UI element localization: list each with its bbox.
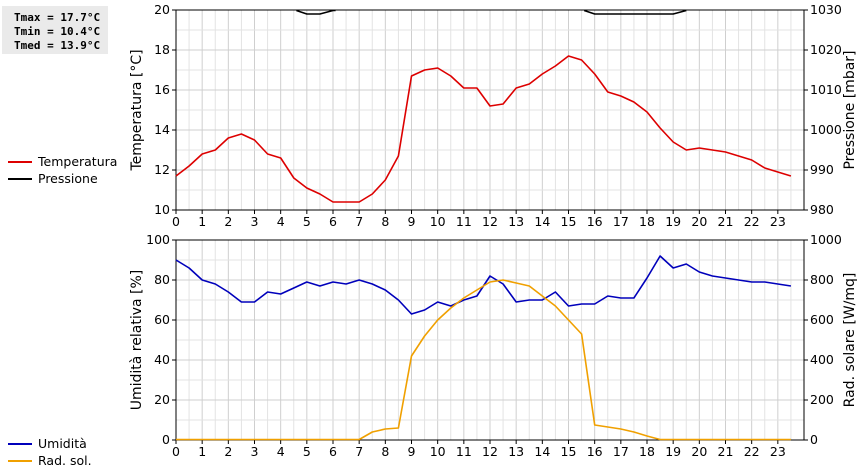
panel0-y2tick-label: 990 [810, 162, 834, 177]
panel0-xtick-label: 1 [198, 214, 206, 229]
legend-label-temperatura: Temperatura [38, 154, 118, 169]
panel0-xtick-label: 22 [744, 214, 760, 229]
panel0-ytick-label: 10 [154, 202, 170, 217]
panel1-y2tick-label: 400 [810, 352, 834, 367]
panel1-xtick-label: 6 [329, 444, 337, 459]
panel0-xtick-label: 0 [172, 214, 180, 229]
panel0-y2tick-label: 980 [810, 202, 834, 217]
tmax-label: Tmax = 17.7°C [14, 11, 101, 24]
panel0-xtick-label: 6 [329, 214, 337, 229]
panel0-xtick-label: 18 [639, 214, 655, 229]
panel1-ytick-label: 20 [154, 392, 170, 407]
panel1-xtick-label: 11 [456, 444, 472, 459]
panel0-ytick-label: 12 [154, 162, 170, 177]
panel0-y2label: Pressione [mbar] [842, 50, 858, 169]
series-rad-sol-line [176, 279, 791, 441]
panel1-y2tick-label: 200 [810, 392, 834, 407]
panel1-xtick-label: 1 [198, 444, 206, 459]
panel0-xtick-label: 16 [587, 214, 603, 229]
panel0-y2tick-label: 1000 [810, 122, 842, 137]
panel0-xtick-label: 20 [691, 214, 707, 229]
legend-swatch-umidita [8, 443, 32, 445]
panel1-xtick-label: 10 [430, 444, 446, 459]
panel1-ytick-label: 60 [154, 312, 170, 327]
legend-label-umidita: Umidità [38, 436, 87, 451]
panel1-xtick-label: 16 [587, 444, 603, 459]
panel0-ytick-label: 20 [154, 2, 170, 17]
panel1-xtick-label: 23 [770, 444, 786, 459]
panel1-xtick-label: 17 [613, 444, 629, 459]
panel0-xtick-label: 12 [482, 214, 498, 229]
panel0-xtick-label: 8 [381, 214, 389, 229]
panel1-ytick-label: 100 [146, 232, 170, 247]
panel1-xtick-label: 0 [172, 444, 180, 459]
panel1-ytick-label: 40 [154, 352, 170, 367]
panel1-y2tick-label: 1000 [810, 232, 842, 247]
panel1-xtick-label: 12 [482, 444, 498, 459]
panel1-xtick-label: 19 [665, 444, 681, 459]
panel1-xtick-label: 3 [251, 444, 259, 459]
panel1-xtick-label: 2 [224, 444, 232, 459]
tmin-label: Tmin = 10.4°C [14, 25, 101, 38]
legend-swatch-radsol [8, 460, 32, 462]
stats-box: Tmax = 17.7°C Tmin = 10.4°C Tmed = 13.9°… [2, 6, 108, 54]
panel0-ylabel: Temperatura [°C] [129, 49, 145, 171]
panel0-xtick-label: 7 [355, 214, 363, 229]
panel0-xtick-label: 13 [508, 214, 524, 229]
tmed-label: Tmed = 13.9°C [14, 39, 101, 52]
panel0-xtick-label: 23 [770, 214, 786, 229]
panel1-y2tick-label: 800 [810, 272, 834, 287]
panel1-xtick-label: 4 [277, 444, 285, 459]
panel1-xtick-label: 18 [639, 444, 655, 459]
panel0-ytick-label: 14 [154, 122, 170, 137]
panel1-xtick-label: 20 [691, 444, 707, 459]
panel1-xtick-label: 14 [534, 444, 550, 459]
panel1-xtick-label: 13 [508, 444, 524, 459]
panel0-y2tick-label: 1030 [810, 2, 842, 17]
panel0-xtick-label: 15 [561, 214, 577, 229]
panel0-ytick-label: 18 [154, 42, 170, 57]
panel1-xtick-label: 8 [381, 444, 389, 459]
panel0-xtick-label: 4 [277, 214, 285, 229]
series-umidit-line [175, 255, 792, 315]
panel0-xtick-label: 2 [224, 214, 232, 229]
panel0-xtick-label: 21 [718, 214, 734, 229]
panel1-xtick-label: 21 [718, 444, 734, 459]
series-pressioneline [583, 9, 687, 15]
panel0-xtick-label: 11 [456, 214, 472, 229]
panel1-xtick-label: 5 [303, 444, 311, 459]
panel0-xtick-label: 9 [408, 214, 416, 229]
panel0-xtick-label: 17 [613, 214, 629, 229]
panel1-xtick-label: 22 [744, 444, 760, 459]
panel1-xtick-label: 7 [355, 444, 363, 459]
legend-swatch-temperatura [8, 161, 32, 163]
panel0-ytick-label: 16 [154, 82, 170, 97]
panel1-y2tick-label: 600 [810, 312, 834, 327]
panel0-xtick-label: 3 [251, 214, 259, 229]
panel1-xtick-label: 9 [408, 444, 416, 459]
panel1-ytick-label: 0 [162, 432, 170, 447]
panel1-y2tick-label: 0 [810, 432, 818, 447]
panel0-y2tick-label: 1020 [810, 42, 842, 57]
panel0-xtick-label: 5 [303, 214, 311, 229]
panel1-y2label: Rad. solare [W/mq] [842, 273, 858, 408]
panel1-ylabel: Umidità relativa [%] [129, 270, 145, 411]
panel1-xtick-label: 15 [561, 444, 577, 459]
legend-swatch-pressione [8, 178, 32, 180]
panel1-ytick-label: 80 [154, 272, 170, 287]
panel0-xtick-label: 14 [534, 214, 550, 229]
series-pressioneline [296, 9, 336, 15]
panel0-y2tick-label: 1010 [810, 82, 842, 97]
series-temperaturaline [175, 55, 792, 203]
panel0-xtick-label: 19 [665, 214, 681, 229]
legend-label-pressione: Pressione [38, 171, 98, 186]
panel0-xtick-label: 10 [430, 214, 446, 229]
